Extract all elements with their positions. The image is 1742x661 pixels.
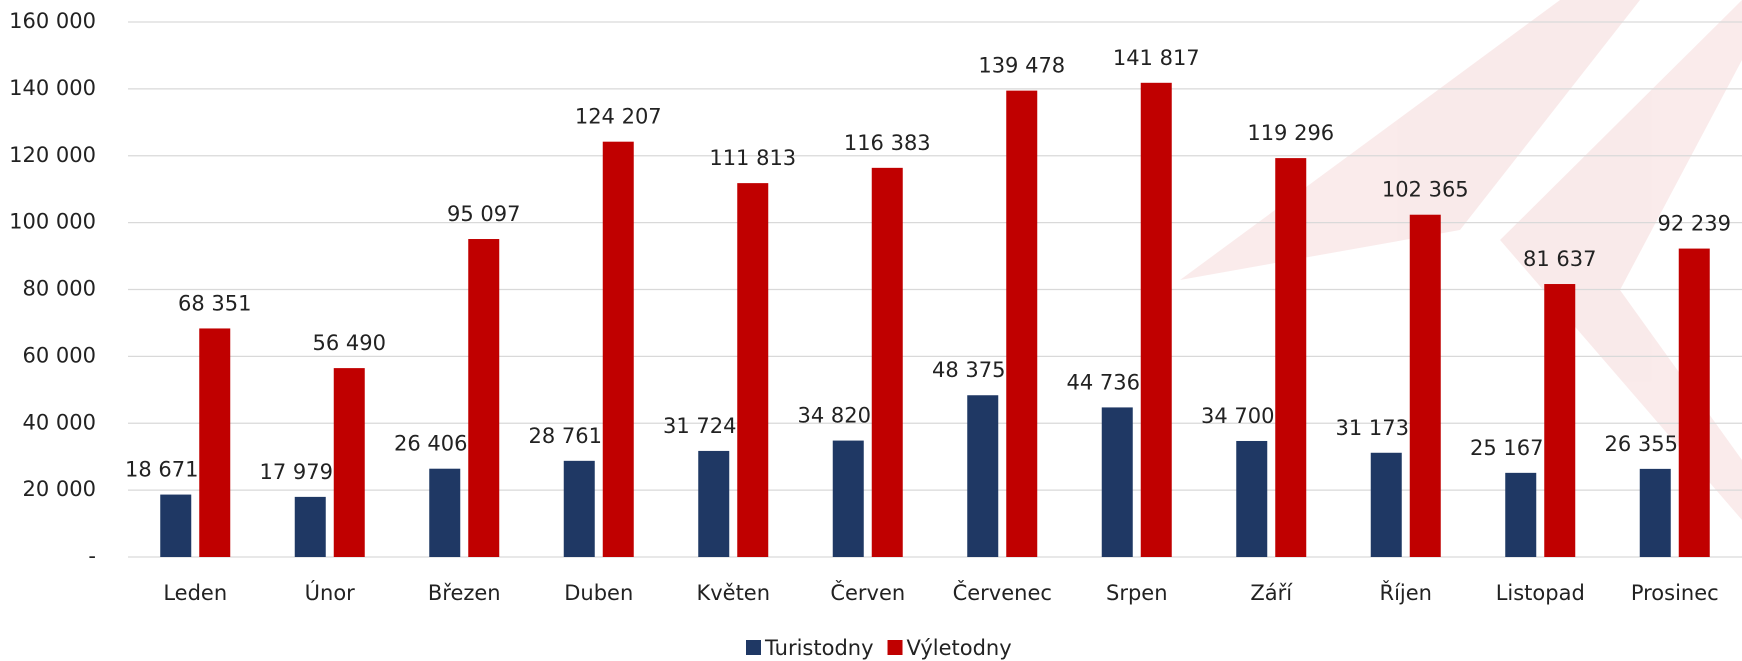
x-tick-label: Březen [428,581,501,605]
x-tick-label: Srpen [1106,581,1168,605]
data-label: 102 365 [1382,178,1469,202]
bar [1275,158,1307,557]
bar [832,440,864,557]
data-label: 34 700 [1201,404,1274,428]
data-label: 31 173 [1336,416,1409,440]
data-label: 116 383 [844,131,931,155]
y-tick-label: 140 000 [9,76,96,100]
bar [1409,214,1441,557]
x-tick-label: Leden [163,581,227,605]
bar [737,183,769,557]
data-label: 48 375 [932,358,1005,382]
x-tick-label: Červenec [953,580,1052,605]
x-tick-label: Listopad [1496,581,1585,605]
bar [1370,452,1402,557]
data-label: 34 820 [798,404,871,428]
y-tick-label: 40 000 [23,410,96,434]
bar [160,494,192,557]
bar [698,450,730,557]
x-tick-label: Červen [830,580,905,605]
data-label: 124 207 [575,105,662,129]
y-tick-label: 60 000 [23,343,96,367]
x-tick-label: Duben [564,581,633,605]
data-label: 18 671 [125,458,198,482]
y-tick-label: 20 000 [23,477,96,501]
data-label: 44 736 [1067,370,1140,394]
legend-label: Výletodny [907,636,1012,660]
data-label: 56 490 [313,331,386,355]
y-tick-label: 80 000 [23,277,96,301]
data-label: 139 478 [978,54,1065,78]
bar [1505,472,1537,557]
data-label: 119 296 [1247,121,1334,145]
data-label: 17 979 [260,460,333,484]
legend-label: Turistodny [764,636,874,660]
y-tick-label: 160 000 [9,9,96,33]
data-label: 25 167 [1470,436,1543,460]
data-label: 28 761 [529,424,602,448]
data-label: 26 406 [394,432,467,456]
data-label: 26 355 [1605,432,1678,456]
data-label: 111 813 [709,146,796,170]
legend-swatch [746,640,761,655]
y-tick-label: 100 000 [9,210,96,234]
x-tick-label: Únor [305,580,356,605]
y-tick-label: - [88,544,96,568]
bar [1140,82,1172,557]
bar [967,395,999,557]
bar [602,141,634,557]
x-tick-label: Září [1250,581,1293,605]
x-tick-label: Květen [696,581,770,605]
bar [429,468,461,557]
legend-swatch [887,640,903,655]
bar [468,239,500,557]
data-label: 31 724 [663,414,736,438]
bar [199,328,231,557]
data-label: 92 239 [1658,212,1731,236]
y-tick-label: 120 000 [9,143,96,167]
bar [1544,284,1576,557]
bar [1639,468,1671,557]
x-tick-label: Prosinec [1631,581,1719,605]
bar [294,496,326,557]
bar [1236,440,1268,557]
bar [333,368,365,557]
bar [871,167,903,557]
x-tick-label: Říjen [1380,580,1433,605]
data-label: 141 817 [1113,46,1200,70]
bar [1006,90,1038,558]
bar [1101,407,1133,557]
data-label: 81 637 [1523,247,1596,271]
data-label: 68 351 [178,291,251,315]
bar [563,460,595,557]
data-label: 95 097 [447,202,520,226]
bar [1678,248,1710,557]
